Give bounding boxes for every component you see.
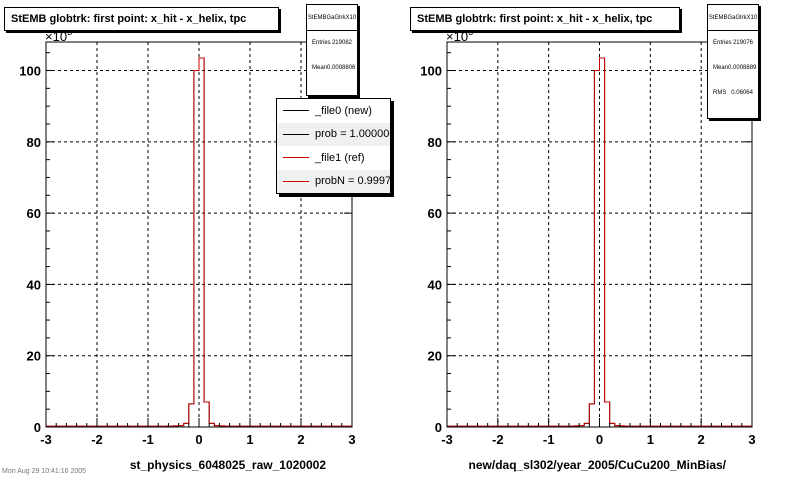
right-stats-entries-label: Entries <box>713 40 732 46</box>
right-y-tick-label: 60 <box>428 206 442 221</box>
right-stats-box: StEMBGaGlrkX10 Entries 219076 Mean 0.000… <box>707 4 759 119</box>
right-histogram-panel: 0 20 40 60 80 100 -3 -2 -1 0 1 2 3 new/daq_sl302/year… <box>420 27 755 472</box>
right-y-tick-label: 20 <box>428 349 442 364</box>
right-x-tick-label: 0 <box>596 432 603 447</box>
right-x-tick-label: -3 <box>441 432 453 447</box>
left-y-exponent-label: ×103 <box>45 27 72 44</box>
right-series-file1-line <box>446 57 753 427</box>
left-stats-row-mean: Mean 0.0008806 <box>307 56 357 81</box>
legend-entry-label: _file0 (new) <box>315 104 372 117</box>
legend-entry-probn: probN = 0.999786 <box>277 169 391 193</box>
legend-entry-file0-new: _file0 (new) <box>277 99 390 123</box>
left-stats-box: StEMBGaGlrkX10 Entries 219082 Mean 0.000… <box>306 4 358 96</box>
legend-line-icon <box>283 110 309 112</box>
left-x-axis-label: st_physics_6048025_raw_1020002 <box>130 458 326 472</box>
right-y-tick-label: 40 <box>428 277 442 292</box>
right-y-tick-label: 80 <box>428 135 442 150</box>
left-y-exponent-power: 3 <box>67 27 72 37</box>
right-y-tick-label: 0 <box>435 420 442 435</box>
left-histogram-panel: 0 20 40 60 80 100 -3 -2 -1 0 1 2 3 st_physics_6048025… <box>19 27 355 472</box>
right-x-tick-label: 1 <box>647 432 654 447</box>
left-stats-mean-value: 0.0008806 <box>327 65 356 71</box>
right-stats-mean-label: Mean <box>713 65 729 71</box>
left-y-tick-label: 20 <box>27 349 41 364</box>
left-y-tick-label: 100 <box>19 64 41 79</box>
left-x-tick-label: -1 <box>142 432 154 447</box>
right-y-exponent-label: ×103 <box>446 27 473 44</box>
right-stats-entries-value: 219076 <box>732 40 753 46</box>
left-legend: _file0 (new) prob = 1.000000 _file1 (ref… <box>276 98 391 194</box>
right-x-axis-label: new/daq_sl302/year_2005/CuCu200_MinBias/ <box>469 458 727 472</box>
right-x-tick-label: -1 <box>543 432 555 447</box>
left-histogram-title: StEMB globtrk: first point: x_hit - x_he… <box>4 7 279 31</box>
left-series-file1-line <box>45 57 353 427</box>
right-stats-mean-value: 0.0008889 <box>728 65 757 71</box>
left-x-tick-label: 3 <box>348 432 355 447</box>
legend-entry-label: probN = 0.999786 <box>315 175 391 188</box>
right-y-exponent-power: 3 <box>468 27 473 37</box>
left-x-tick-label: 1 <box>246 432 253 447</box>
left-x-tick-label: 0 <box>195 432 202 447</box>
legend-entry-file1-ref: _file1 (ref) <box>277 146 390 170</box>
right-x-tick-label: 3 <box>748 432 755 447</box>
left-y-tick-label: 0 <box>34 420 41 435</box>
legend-entry-prob: prob = 1.000000 <box>277 122 391 146</box>
right-stats-name: StEMBGaGlrkX10 <box>708 5 758 31</box>
left-x-tick-label: -3 <box>40 432 52 447</box>
left-stats-name: StEMBGaGlrkX10 <box>307 5 357 31</box>
left-stats-mean-label: Mean <box>312 65 328 71</box>
legend-line-icon <box>283 133 309 135</box>
right-y-exponent-base: ×10 <box>446 29 468 44</box>
left-y-exponent-base: ×10 <box>45 29 67 44</box>
right-x-tick-label: -2 <box>492 432 504 447</box>
left-y-tick-label: 40 <box>27 277 41 292</box>
left-y-tick-label: 60 <box>27 206 41 221</box>
legend-entry-label: prob = 1.000000 <box>315 128 391 141</box>
left-x-tick-label: -2 <box>91 432 103 447</box>
right-stats-row-mean: Mean 0.0008889 <box>708 56 758 81</box>
right-stats-row-rms: RMS 0.06064 <box>708 81 758 106</box>
right-histogram-title: StEMB globtrk: first point: x_hit - x_he… <box>410 7 680 31</box>
right-stats-rms-value: 0.06064 <box>731 90 753 96</box>
left-stats-row-entries: Entries 219082 <box>307 31 357 56</box>
legend-entry-label: _file1 (ref) <box>315 151 365 164</box>
right-y-tick-label: 100 <box>420 64 442 79</box>
left-x-tick-label: 2 <box>297 432 304 447</box>
left-y-tick-label: 80 <box>27 135 41 150</box>
right-stats-row-entries: Entries 219076 <box>708 31 758 56</box>
footer-timestamp: Mon Aug 29 10:41:16 2005 <box>2 468 87 475</box>
legend-line-icon <box>283 157 309 159</box>
left-stats-entries-value: 219082 <box>331 40 352 46</box>
legend-line-icon <box>283 180 309 182</box>
left-stats-entries-label: Entries <box>312 40 331 46</box>
right-stats-rms-label: RMS <box>713 90 727 96</box>
right-x-tick-label: 2 <box>698 432 705 447</box>
